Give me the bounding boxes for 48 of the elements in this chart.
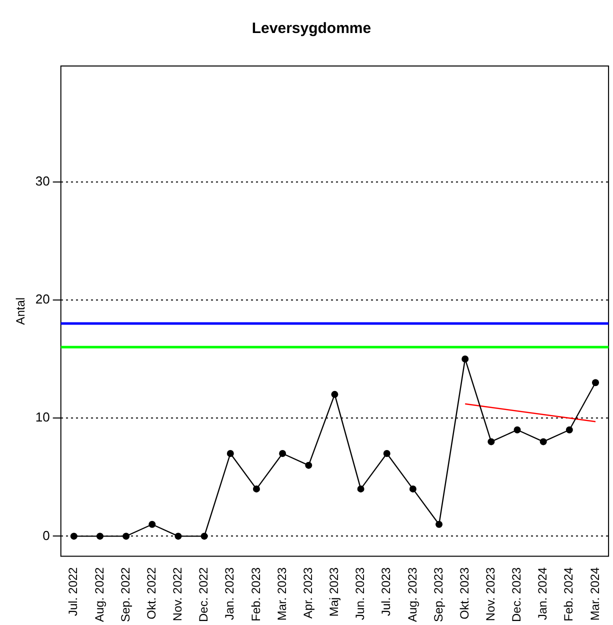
point — [70, 532, 78, 540]
x-tick-label: Dec. 2022 — [196, 566, 211, 622]
x-tick-label: Nov. 2023 — [483, 566, 498, 622]
x-tick-label: Feb. 2024 — [562, 566, 576, 622]
x-tick-label: Aug. 2023 — [405, 566, 420, 622]
point — [200, 532, 208, 540]
x-tick-label: Jun. 2023 — [353, 566, 368, 620]
point — [514, 426, 521, 434]
point — [279, 450, 286, 458]
point — [305, 462, 312, 469]
x-tick-label: Jan. 2024 — [536, 566, 550, 620]
chart-title: Leversygdomme — [252, 20, 372, 38]
x-tick-label: Jul. 2022 — [66, 566, 80, 616]
y-tick-label: 10 — [35, 410, 50, 425]
x-tick-label: Feb. 2023 — [248, 566, 263, 622]
x-tick-label: Okt. 2023 — [457, 566, 472, 620]
y-tick-label: 30 — [35, 173, 50, 188]
point — [331, 390, 338, 398]
point — [566, 426, 573, 434]
point — [96, 532, 104, 540]
point — [252, 485, 260, 492]
point — [383, 450, 390, 458]
point — [174, 532, 182, 540]
x-tick-label: Apr. 2023 — [300, 566, 315, 619]
x-tick-label: Okt. 2022 — [144, 566, 158, 620]
y-tick-label: 0 — [42, 528, 50, 543]
point — [436, 520, 443, 528]
x-tick-label: Sep. 2023 — [431, 566, 446, 622]
point — [226, 450, 234, 458]
x-tick-label: Mar. 2024 — [588, 566, 602, 621]
x-tick-label: Aug. 2022 — [92, 566, 106, 622]
point — [540, 438, 547, 446]
x-tick-label: Maj 2023 — [327, 566, 342, 617]
point — [357, 485, 364, 492]
x-tick-label: Dec. 2023 — [510, 566, 524, 622]
point — [462, 355, 469, 362]
y-axis-title: Antal — [14, 297, 28, 325]
point — [488, 438, 495, 446]
x-tick-label: Sep. 2022 — [118, 566, 132, 622]
x-tick-label: Jul. 2023 — [379, 566, 394, 616]
x-tick-label: Jan. 2023 — [222, 566, 237, 620]
point — [592, 379, 600, 386]
y-tick-label: 20 — [35, 291, 50, 306]
point — [148, 520, 156, 528]
point — [409, 485, 416, 492]
point — [122, 532, 130, 540]
x-tick-label: Mar. 2023 — [274, 566, 289, 621]
x-tick-label: Nov. 2022 — [170, 566, 185, 622]
